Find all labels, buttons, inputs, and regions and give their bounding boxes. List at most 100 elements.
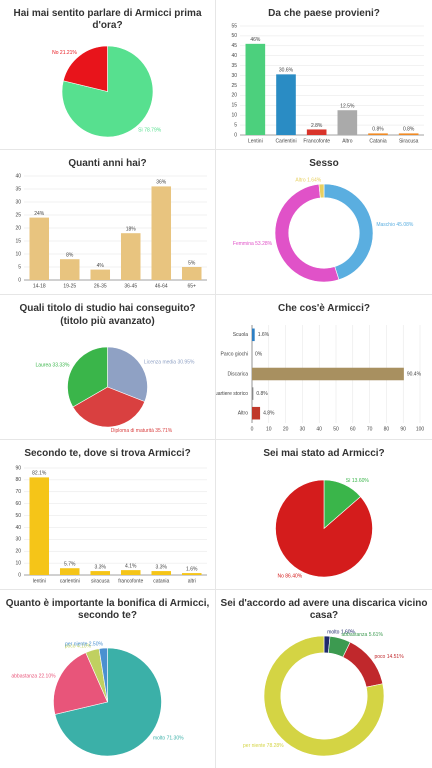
y-tick-label: 10 bbox=[231, 113, 237, 119]
bar bbox=[252, 406, 261, 420]
pie-slice bbox=[72, 386, 146, 428]
y-tick-label: 30 bbox=[231, 73, 237, 79]
chart-title: Quali titolo di studio hai conseguito? bbox=[19, 303, 196, 314]
value-label: 30.6% bbox=[279, 68, 294, 74]
x-tick-label: Lentini bbox=[248, 138, 263, 144]
y-tick-label: 70 bbox=[15, 489, 21, 495]
y-tick-label: 20 bbox=[15, 549, 21, 555]
y-tick-label: 40 bbox=[231, 53, 237, 59]
slice-label: Sì 78.79% bbox=[138, 128, 162, 134]
y-tick-label: 10 bbox=[15, 560, 21, 566]
y-tick-label: 15 bbox=[231, 103, 237, 109]
y-tick-label: Quartiere storico bbox=[216, 391, 248, 397]
bar bbox=[181, 573, 202, 575]
bar bbox=[90, 571, 111, 575]
donut-slice bbox=[318, 183, 325, 199]
chart-panel: 0 5 10 15 20 25 30 35 40 24% 14-18 8% 19-25 4% 26-35 18… bbox=[0, 150, 215, 294]
y-tick-label: 90 bbox=[15, 465, 21, 471]
chart: Sì 13.60% No 86.40% bbox=[275, 478, 373, 580]
y-tick-label: 15 bbox=[15, 238, 21, 244]
chart-title: Sesso bbox=[309, 158, 339, 169]
bar bbox=[306, 129, 327, 135]
chart: molto 71.30% abbastanza 22.10% poco 4.10%p… bbox=[11, 642, 184, 757]
slice-label: No 86.40% bbox=[277, 574, 302, 580]
value-label: 1.6% bbox=[186, 566, 198, 572]
slice-label: abbastanza 22.10% bbox=[11, 673, 56, 679]
value-label: 3.3% bbox=[156, 564, 168, 570]
donut-slice bbox=[323, 183, 374, 281]
value-label: 46% bbox=[250, 37, 261, 43]
value-label: 3.3% bbox=[95, 564, 107, 570]
value-label: 0.8% bbox=[403, 127, 415, 133]
chart-subtitle: (titolo più avanzato) bbox=[60, 316, 155, 327]
chart-panel: 0 10 20 30 40 50 60 70 80 90 82.1% lentini 5.7% carle… bbox=[0, 440, 215, 589]
bar bbox=[59, 259, 80, 280]
chart-panel: molto 1.60% abbastanza 5.61% poco 14.51% pe… bbox=[216, 590, 432, 768]
value-label: 24% bbox=[34, 211, 45, 217]
y-tick-label: 30 bbox=[15, 199, 21, 205]
value-label: 5.7% bbox=[64, 562, 76, 568]
chart: Licenza media 30.95% Diploma di maturità … bbox=[35, 346, 195, 434]
bar bbox=[276, 74, 296, 135]
x-tick-label: siracusa bbox=[91, 578, 110, 584]
y-tick-label: 0 bbox=[18, 572, 21, 578]
chart-title: Hai mai sentito parlare di Armicci prima… bbox=[13, 8, 202, 31]
slice-label: No 21.21% bbox=[52, 50, 77, 56]
x-tick-label: carlentini bbox=[60, 578, 80, 584]
chart-title: Che cos'è Armicci? bbox=[277, 303, 371, 314]
bar bbox=[29, 477, 50, 575]
bar bbox=[151, 571, 172, 575]
bar bbox=[398, 133, 419, 135]
y-tick-label: 25 bbox=[231, 83, 237, 89]
value-label: 2.8% bbox=[311, 123, 323, 129]
slice-label: Diploma di maturità 35.71% bbox=[111, 428, 173, 434]
value-label: 0.8% bbox=[256, 391, 268, 397]
y-tick-label: 45 bbox=[231, 43, 237, 49]
bar bbox=[252, 328, 255, 342]
x-tick-label: 100 bbox=[416, 426, 425, 432]
chart-panel: 0 10 20 30 40 50 60 70 80 90 100 1.6% Scuola 0% Parco … bbox=[216, 295, 432, 439]
x-tick-label: 14-18 bbox=[33, 283, 46, 289]
bar bbox=[252, 387, 254, 400]
slice-label: per niente 78.28% bbox=[243, 743, 284, 749]
donut-slice bbox=[274, 183, 340, 283]
value-label: 8% bbox=[66, 253, 74, 259]
x-tick-label: catania bbox=[153, 578, 169, 584]
slice-label: per niente 2.50% bbox=[65, 642, 103, 648]
value-label: 0.8% bbox=[372, 127, 384, 133]
pie-slice bbox=[54, 647, 162, 757]
x-tick-label: 60 bbox=[350, 426, 356, 432]
y-tick-label: 20 bbox=[15, 225, 21, 231]
chart-panel: Licenza media 30.95% Diploma di maturità … bbox=[0, 295, 215, 439]
y-tick-label: 35 bbox=[15, 186, 21, 192]
value-label: 36% bbox=[156, 180, 167, 186]
slice-label: Sì 13.60% bbox=[346, 478, 370, 484]
chart: 0 10 20 30 40 50 60 70 80 90 100 1.6% Scuola 0% Parco … bbox=[216, 325, 425, 432]
bar bbox=[252, 367, 404, 381]
bar bbox=[120, 570, 141, 575]
x-tick-label: 70 bbox=[367, 426, 373, 432]
x-tick-label: 65+ bbox=[188, 283, 197, 289]
y-tick-label: 25 bbox=[15, 212, 21, 218]
x-tick-label: 80 bbox=[384, 426, 390, 432]
slice-label: molto 71.30% bbox=[153, 735, 184, 741]
y-tick-label: 50 bbox=[231, 33, 237, 39]
x-tick-label: 50 bbox=[333, 426, 339, 432]
chart-panel: molto 71.30% abbastanza 22.10% poco 4.10% p… bbox=[0, 590, 215, 768]
bar bbox=[29, 217, 50, 280]
chart: molto 1.60%abbastanza 5.61% poco 14.51% pe… bbox=[243, 629, 404, 757]
y-tick-label: 5 bbox=[234, 122, 237, 128]
bar bbox=[181, 267, 202, 280]
y-tick-label: 55 bbox=[231, 23, 237, 29]
x-tick-label: altri bbox=[188, 578, 196, 584]
value-label: 4.8% bbox=[263, 411, 275, 417]
chart-title: Sei d'accordo ad avere una discarica vic… bbox=[220, 598, 428, 621]
y-tick-label: 20 bbox=[231, 93, 237, 99]
y-tick-label: Scuola bbox=[233, 332, 249, 338]
y-tick-label: 60 bbox=[15, 501, 21, 507]
slice-label: Femmina 53.28% bbox=[233, 241, 273, 247]
pie-slice bbox=[62, 45, 108, 92]
y-tick-label: 40 bbox=[15, 173, 21, 179]
pie-slice bbox=[275, 479, 373, 578]
